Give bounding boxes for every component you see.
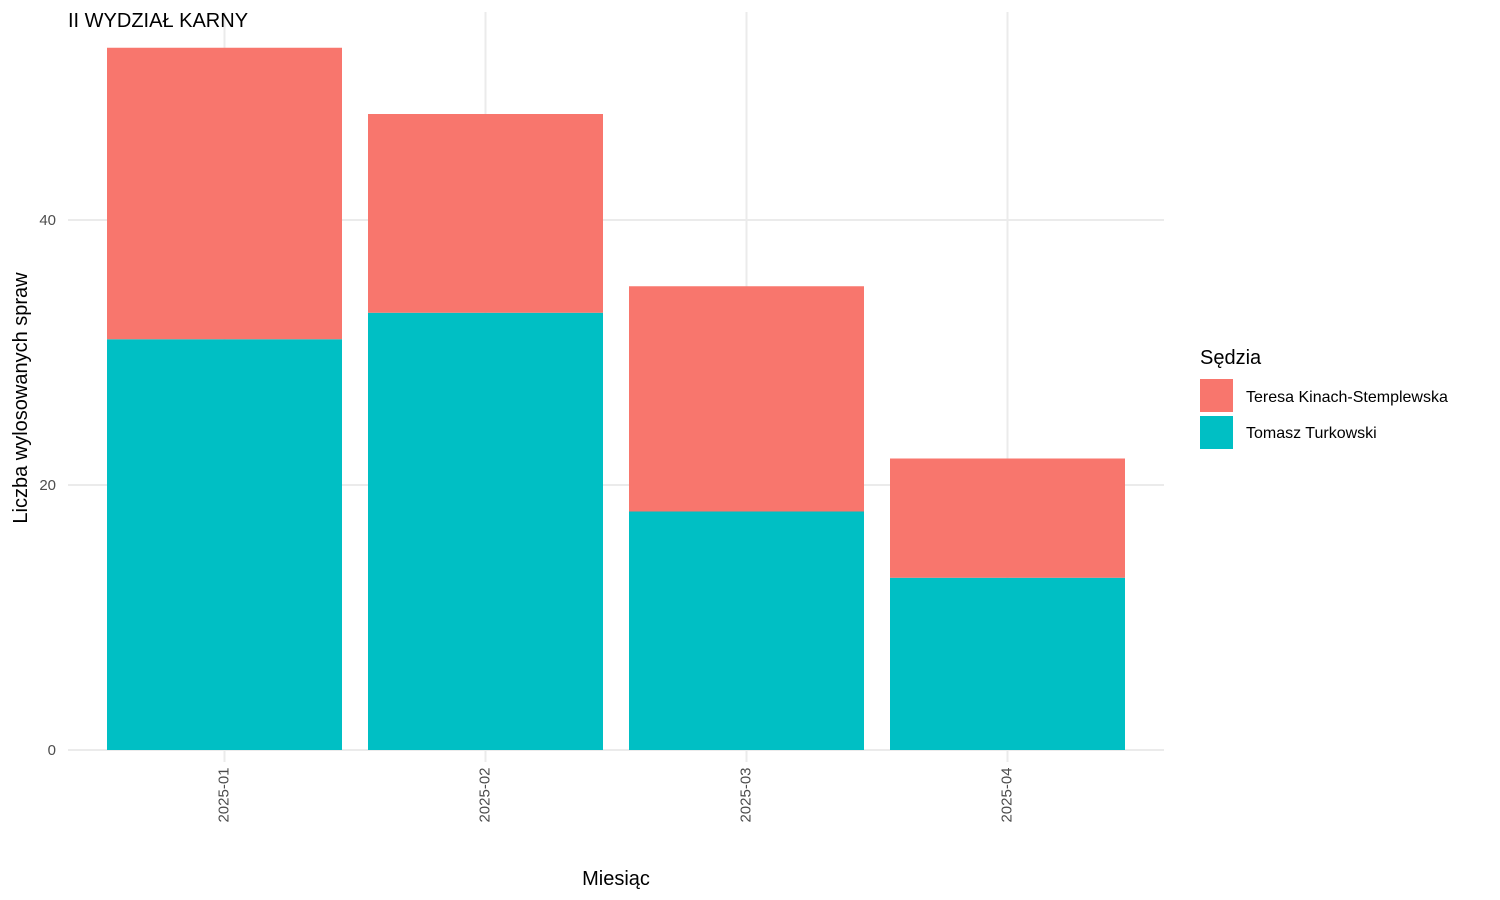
bar-2025-04-teresa-kinach-stemplewska <box>890 458 1125 578</box>
bar-2025-03-tomasz-turkowski <box>629 511 864 750</box>
bars <box>107 47 1125 750</box>
bar-2025-01-teresa-kinach-stemplewska <box>107 47 342 340</box>
x-axis-ticks: 2025-01 2025-02 2025-03 2025-04 <box>215 750 1015 823</box>
bar-2025-04-tomasz-turkowski <box>890 577 1125 750</box>
legend-title: Sędzia <box>1200 347 1262 369</box>
y-axis-title: Liczba wylosowanych spraw <box>10 272 32 524</box>
y-tick-label: 20 <box>39 477 56 494</box>
x-tick-label: 2025-02 <box>476 767 493 822</box>
legend: Sędzia Teresa Kinach-Stemplewska Tomasz … <box>1200 347 1448 449</box>
bar-2025-01-tomasz-turkowski <box>107 339 342 750</box>
x-tick-label: 2025-04 <box>998 767 1015 822</box>
legend-label-teresa-kinach-stemplewska: Teresa Kinach-Stemplewska <box>1246 389 1448 406</box>
legend-label-tomasz-turkowski: Tomasz Turkowski <box>1246 425 1377 442</box>
bar-2025-02-tomasz-turkowski <box>368 312 603 750</box>
bar-2025-02-teresa-kinach-stemplewska <box>368 114 603 313</box>
y-tick-label: 40 <box>39 212 56 229</box>
x-axis-title: Miesiąc <box>582 868 650 890</box>
bar-2025-03-teresa-kinach-stemplewska <box>629 286 864 512</box>
x-tick-label: 2025-01 <box>215 767 232 822</box>
y-axis-ticks: 0 20 40 <box>39 212 56 759</box>
legend-swatch-tomasz-turkowski <box>1200 416 1233 449</box>
x-tick-label: 2025-03 <box>737 767 754 822</box>
y-tick-label: 0 <box>48 742 56 759</box>
chart-title: II WYDZIAŁ KARNY <box>68 10 248 32</box>
legend-swatch-teresa-kinach-stemplewska <box>1200 379 1233 412</box>
